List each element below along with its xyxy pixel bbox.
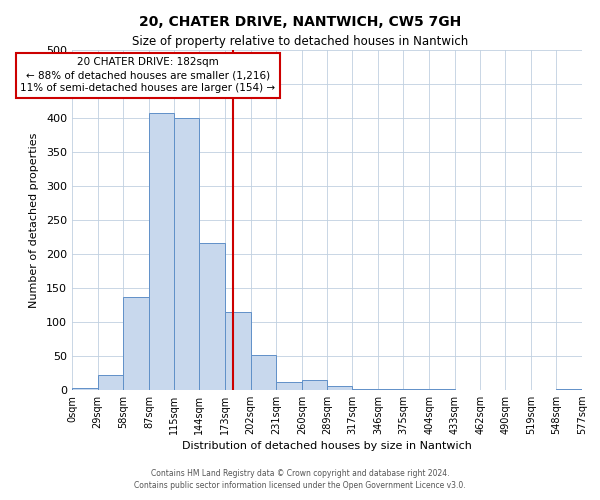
Text: 20, CHATER DRIVE, NANTWICH, CW5 7GH: 20, CHATER DRIVE, NANTWICH, CW5 7GH xyxy=(139,15,461,29)
Y-axis label: Number of detached properties: Number of detached properties xyxy=(29,132,39,308)
Bar xyxy=(123,297,149,390)
Bar xyxy=(225,312,251,390)
Text: Contains HM Land Registry data © Crown copyright and database right 2024.
Contai: Contains HM Land Registry data © Crown c… xyxy=(134,468,466,490)
X-axis label: Distribution of detached houses by size in Nantwich: Distribution of detached houses by size … xyxy=(182,442,472,452)
Bar xyxy=(328,386,352,390)
Bar xyxy=(556,388,582,390)
Text: 20 CHATER DRIVE: 182sqm
← 88% of detached houses are smaller (1,216)
11% of semi: 20 CHATER DRIVE: 182sqm ← 88% of detache… xyxy=(20,57,275,94)
Bar xyxy=(72,388,98,390)
Bar xyxy=(149,113,173,390)
Bar xyxy=(173,118,199,390)
Bar xyxy=(98,375,123,390)
Bar xyxy=(302,380,328,390)
Text: Size of property relative to detached houses in Nantwich: Size of property relative to detached ho… xyxy=(132,35,468,48)
Bar xyxy=(276,382,302,390)
Bar xyxy=(199,243,225,390)
Bar xyxy=(251,354,276,390)
